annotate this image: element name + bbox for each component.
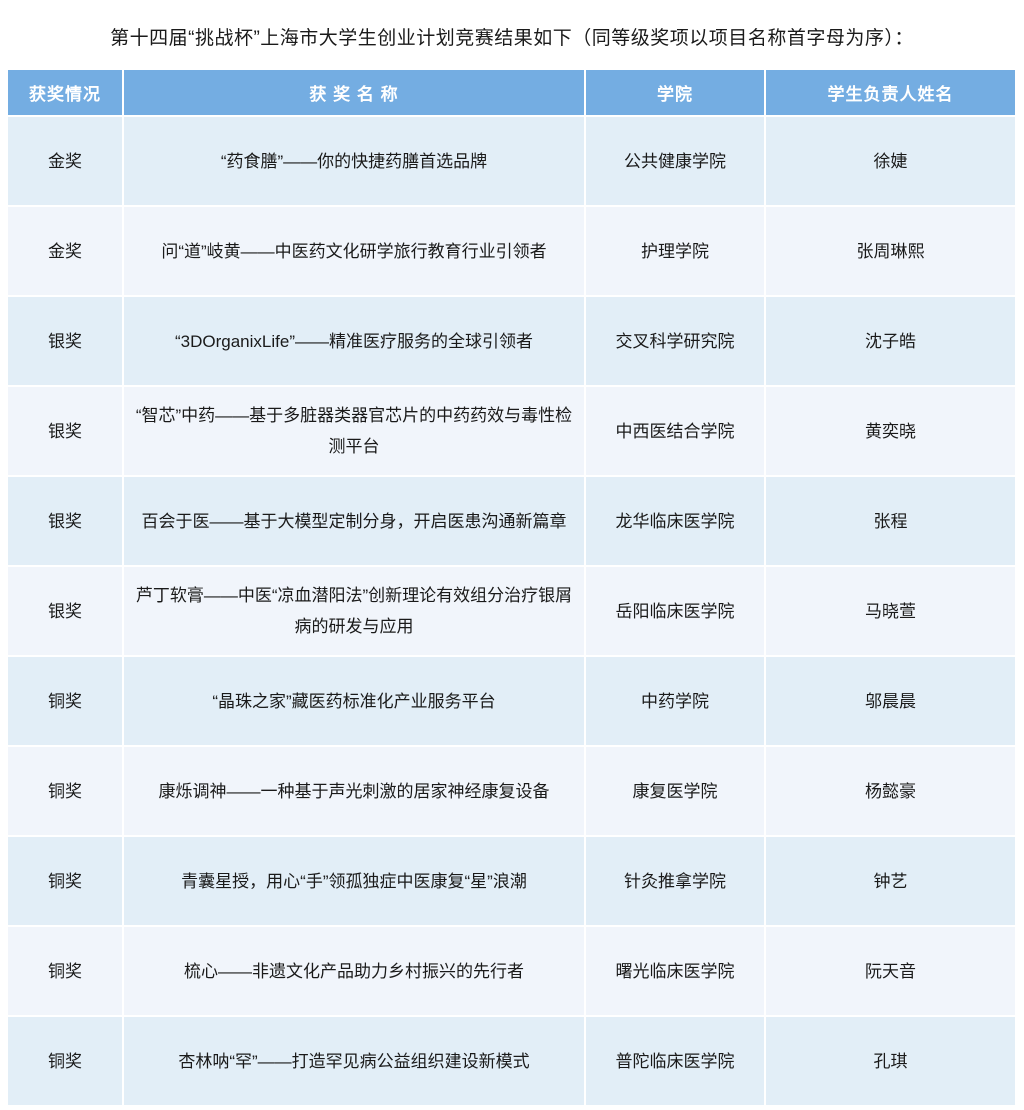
college-cell: 中药学院 (584, 655, 766, 747)
table-row: 铜奖 青囊星授，用心“手”领孤独症中医康复“星”浪潮 针灸推拿学院 钟艺 (7, 835, 1016, 927)
leader-name-cell: 杨懿豪 (764, 745, 1016, 837)
project-name-cell: 芦丁软膏——中医“凉血潜阳法”创新理论有效组分治疗银屑病的研发与应用 (122, 565, 586, 657)
college-cell: 龙华临床医学院 (584, 475, 766, 567)
award-cell: 铜奖 (7, 925, 124, 1017)
project-name-cell: “3DOrganixLife”——精准医疗服务的全球引领者 (122, 295, 586, 387)
project-name-cell: 百会于医——基于大模型定制分身，开启医患沟通新篇章 (122, 475, 586, 567)
header-award-name: 获 奖 名 称 (122, 69, 586, 117)
header-award-status: 获奖情况 (7, 69, 124, 117)
award-cell: 金奖 (7, 205, 124, 297)
project-name-cell: 杏林呐“罕”——打造罕见病公益组织建设新模式 (122, 1015, 586, 1106)
award-cell: 铜奖 (7, 835, 124, 927)
project-name-cell: 康烁调神——一种基于声光刺激的居家神经康复设备 (122, 745, 586, 837)
leader-name-cell: 钟艺 (764, 835, 1016, 927)
college-cell: 护理学院 (584, 205, 766, 297)
leader-name-cell: 邬晨晨 (764, 655, 1016, 747)
leader-name-cell: 张程 (764, 475, 1016, 567)
college-cell: 岳阳临床医学院 (584, 565, 766, 657)
college-cell: 中西医结合学院 (584, 385, 766, 477)
award-cell: 银奖 (7, 565, 124, 657)
leader-name-cell: 沈子皓 (764, 295, 1016, 387)
page-title: 第十四届“挑战杯”上海市大学生创业计划竞赛结果如下（同等级奖项以项目名称首字母为… (110, 28, 914, 49)
award-cell: 银奖 (7, 295, 124, 387)
leader-name-cell: 徐婕 (764, 115, 1016, 207)
college-cell: 公共健康学院 (584, 115, 766, 207)
awards-table: 获奖情况 获 奖 名 称 学院 学生负责人姓名 金奖 “药食膳”——你的快捷药膳首… (7, 69, 1016, 1106)
table-row: 银奖 百会于医——基于大模型定制分身，开启医患沟通新篇章 龙华临床医学院 张程 (7, 475, 1016, 567)
header-row: 获奖情况 获 奖 名 称 学院 学生负责人姓名 (7, 69, 1016, 117)
award-cell: 金奖 (7, 115, 124, 207)
college-cell: 康复医学院 (584, 745, 766, 837)
table-row: 金奖 问“道”岐黄——中医药文化研学旅行教育行业引领者 护理学院 张周琳熙 (7, 205, 1016, 297)
table-row: 铜奖 “晶珠之家”藏医药标准化产业服务平台 中药学院 邬晨晨 (7, 655, 1016, 747)
college-cell: 普陀临床医学院 (584, 1015, 766, 1106)
award-cell: 银奖 (7, 475, 124, 567)
award-cell: 铜奖 (7, 745, 124, 837)
project-name-cell: 青囊星授，用心“手”领孤独症中医康复“星”浪潮 (122, 835, 586, 927)
leader-name-cell: 马晓萱 (764, 565, 1016, 657)
leader-name-cell: 黄奕晓 (764, 385, 1016, 477)
project-name-cell: “药食膳”——你的快捷药膳首选品牌 (122, 115, 586, 207)
project-name-cell: “智芯”中药——基于多脏器类器官芯片的中药药效与毒性检测平台 (122, 385, 586, 477)
project-name-cell: 梳心——非遗文化产品助力乡村振兴的先行者 (122, 925, 586, 1017)
award-cell: 铜奖 (7, 1015, 124, 1106)
college-cell: 交叉科学研究院 (584, 295, 766, 387)
table-row: 铜奖 杏林呐“罕”——打造罕见病公益组织建设新模式 普陀临床医学院 孔琪 (7, 1015, 1016, 1106)
award-cell: 铜奖 (7, 655, 124, 747)
award-cell: 银奖 (7, 385, 124, 477)
table-row: 铜奖 梳心——非遗文化产品助力乡村振兴的先行者 曙光临床医学院 阮天音 (7, 925, 1016, 1017)
project-name-cell: “晶珠之家”藏医药标准化产业服务平台 (122, 655, 586, 747)
header-leader-name: 学生负责人姓名 (764, 69, 1016, 117)
table-header: 获奖情况 获 奖 名 称 学院 学生负责人姓名 (7, 69, 1016, 117)
table-row: 铜奖 康烁调神——一种基于声光刺激的居家神经康复设备 康复医学院 杨懿豪 (7, 745, 1016, 837)
college-cell: 针灸推拿学院 (584, 835, 766, 927)
header-college: 学院 (584, 69, 766, 117)
leader-name-cell: 孔琪 (764, 1015, 1016, 1106)
table-row: 银奖 “3DOrganixLife”——精准医疗服务的全球引领者 交叉科学研究院 沈子… (7, 295, 1016, 387)
project-name-cell: 问“道”岐黄——中医药文化研学旅行教育行业引领者 (122, 205, 586, 297)
leader-name-cell: 张周琳熙 (764, 205, 1016, 297)
table-body: 金奖 “药食膳”——你的快捷药膳首选品牌 公共健康学院 徐婕 金奖 问“道”岐黄——中医药… (7, 115, 1016, 1106)
table-row: 银奖 “智芯”中药——基于多脏器类器官芯片的中药药效与毒性检测平台 中西医结合学院黄… (7, 385, 1016, 477)
table-row: 银奖 芦丁软膏——中医“凉血潜阳法”创新理论有效组分治疗银屑病的研发与应用 岳阳临床… (7, 565, 1016, 657)
college-cell: 曙光临床医学院 (584, 925, 766, 1017)
leader-name-cell: 阮天音 (764, 925, 1016, 1017)
table-row: 金奖 “药食膳”——你的快捷药膳首选品牌 公共健康学院 徐婕 (7, 115, 1016, 207)
